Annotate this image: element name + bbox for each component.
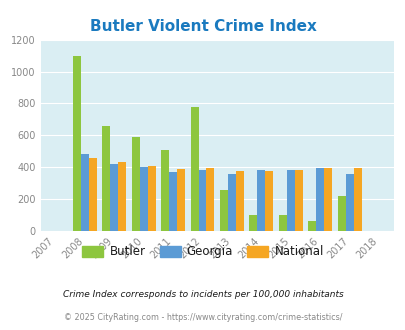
Bar	[353, 168, 361, 231]
Bar	[168, 172, 177, 231]
Bar	[315, 168, 324, 231]
Text: © 2025 CityRating.com - https://www.cityrating.com/crime-statistics/: © 2025 CityRating.com - https://www.city…	[64, 313, 341, 322]
Bar	[294, 170, 302, 231]
Bar	[337, 196, 345, 231]
Bar	[118, 162, 126, 231]
Bar	[249, 215, 257, 231]
Bar	[227, 174, 235, 231]
Bar	[147, 166, 155, 231]
Bar	[220, 189, 227, 231]
Text: Butler Violent Crime Index: Butler Violent Crime Index	[90, 19, 315, 34]
Bar	[257, 170, 265, 231]
Bar	[235, 171, 243, 231]
Bar	[198, 170, 206, 231]
Bar	[307, 221, 315, 231]
Bar	[286, 170, 294, 231]
Bar	[278, 215, 286, 231]
Text: Crime Index corresponds to incidents per 100,000 inhabitants: Crime Index corresponds to incidents per…	[62, 290, 343, 299]
Bar	[131, 137, 139, 231]
Bar	[102, 126, 110, 231]
Bar	[81, 154, 89, 231]
Bar	[177, 169, 185, 231]
Bar	[110, 164, 118, 231]
Bar	[345, 174, 353, 231]
Bar	[265, 171, 273, 231]
Bar	[72, 55, 81, 231]
Bar	[324, 168, 331, 231]
Legend: Butler, Georgia, National: Butler, Georgia, National	[77, 241, 328, 263]
Bar	[139, 167, 147, 231]
Bar	[190, 107, 198, 231]
Bar	[206, 168, 214, 231]
Bar	[89, 158, 96, 231]
Bar	[161, 150, 168, 231]
